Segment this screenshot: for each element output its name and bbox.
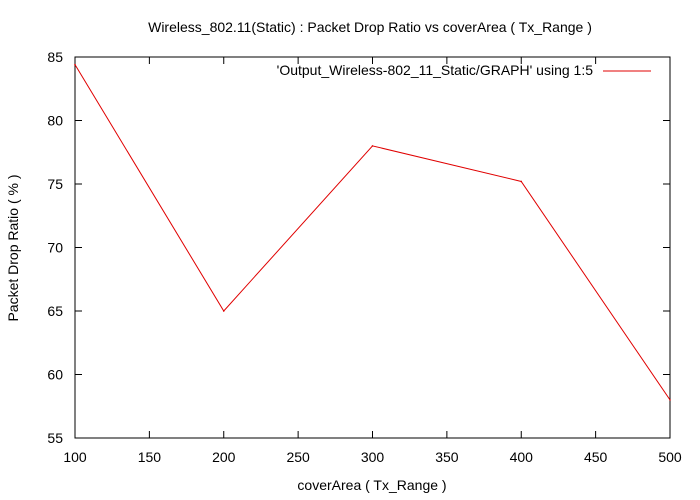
y-tick-labels: 55 60 65 70 75 80 85 — [47, 49, 63, 446]
y-tick-label: 60 — [47, 367, 63, 383]
data-point — [74, 63, 76, 66]
y-tick-label: 55 — [47, 430, 63, 446]
x-tick-label: 450 — [584, 449, 608, 465]
y-tick-label: 65 — [47, 303, 63, 319]
x-tick-label: 150 — [138, 449, 162, 465]
data-point — [222, 310, 225, 312]
x-tick-labels: 100 150 200 250 300 350 400 450 500 — [63, 449, 682, 465]
x-tick-label: 350 — [435, 449, 459, 465]
chart-title: Wireless_802.11(Static) : Packet Drop Ra… — [148, 19, 592, 35]
series-line — [74, 64, 671, 401]
x-tick-label: 400 — [510, 449, 534, 465]
y-tick-label: 75 — [47, 176, 63, 192]
data-point — [669, 399, 671, 401]
y-tick-label: 70 — [47, 240, 63, 256]
legend-label: 'Output_Wireless-802_11_Static/GRAPH' us… — [277, 62, 594, 78]
x-tick-label: 200 — [212, 449, 236, 465]
x-axis-label: coverArea ( Tx_Range ) — [297, 477, 446, 493]
x-tick-label: 500 — [658, 449, 682, 465]
y-tick-label: 85 — [47, 49, 63, 65]
series-points — [74, 63, 671, 401]
x-tick-label: 300 — [361, 449, 385, 465]
y-axis-label: Packet Drop Ratio ( % ) — [5, 174, 21, 321]
x-tick-label: 250 — [286, 449, 310, 465]
y-tick-label: 80 — [47, 113, 63, 129]
x-tick-label: 100 — [63, 449, 87, 465]
data-point — [371, 145, 374, 147]
plot-frame — [74, 56, 671, 439]
axis-ticks — [74, 56, 671, 439]
data-point — [520, 180, 523, 183]
